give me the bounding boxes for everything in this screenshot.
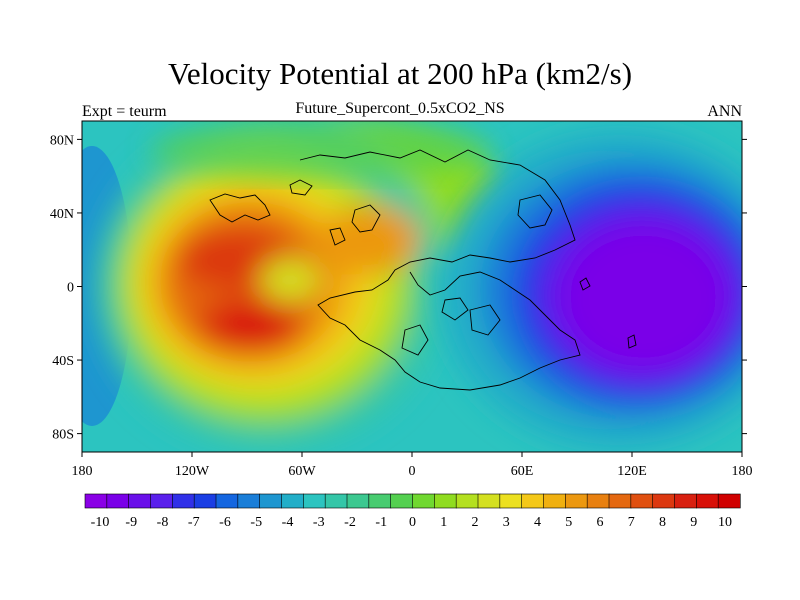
coastlines bbox=[209, 149, 637, 391]
colorbar-label: 7 bbox=[628, 515, 635, 530]
colorbar-swatch bbox=[608, 493, 632, 509]
colorbar-label: 4 bbox=[534, 515, 541, 530]
colorbar-label: 3 bbox=[503, 515, 510, 530]
lat-tick-label: 40N bbox=[50, 207, 74, 222]
colorbar-swatch bbox=[303, 493, 326, 509]
lon-tick-label: 120E bbox=[617, 464, 647, 479]
colorbar-swatch bbox=[434, 493, 457, 509]
colorbar-swatch bbox=[455, 493, 479, 509]
colorbar-label: -1 bbox=[375, 515, 387, 530]
colorbar-swatch bbox=[543, 493, 566, 509]
colorbar-swatch bbox=[412, 493, 435, 509]
colorbar-label: -3 bbox=[313, 515, 325, 530]
colorbar-label: 10 bbox=[718, 515, 732, 530]
lat-tick-label: 80S bbox=[52, 428, 74, 443]
lat-tick-label: 40S bbox=[52, 354, 74, 369]
colorbar-swatch bbox=[499, 493, 523, 509]
lon-tick-label: 60W bbox=[288, 464, 316, 479]
colorbar-swatch bbox=[477, 493, 501, 509]
colorbar-swatch bbox=[346, 493, 370, 509]
colorbar-swatch bbox=[128, 493, 152, 509]
colorbar-label: -8 bbox=[157, 515, 169, 530]
colorbar-swatch bbox=[193, 493, 217, 509]
colorbar-label: -7 bbox=[188, 515, 200, 530]
colorbar-swatch bbox=[696, 493, 719, 509]
colorbar-label: -9 bbox=[125, 515, 137, 530]
colorbar-label: 0 bbox=[409, 515, 416, 530]
colorbar-label: -10 bbox=[91, 515, 110, 530]
colorbar-label: 2 bbox=[472, 515, 479, 530]
lon-tick-label: 60E bbox=[511, 464, 534, 479]
colorbar-label: 6 bbox=[597, 515, 604, 530]
season-label: ANN bbox=[707, 103, 742, 120]
colorbar-label: 8 bbox=[659, 515, 666, 530]
colorbar-swatch bbox=[324, 493, 348, 509]
colorbar-label: 9 bbox=[690, 515, 697, 530]
lon-tick-label: 120W bbox=[175, 464, 210, 479]
colorbar-swatch bbox=[390, 493, 414, 509]
colorbar-swatch bbox=[84, 493, 108, 509]
lon-tick-label: 0 bbox=[409, 464, 416, 479]
negative-anomaly-region bbox=[440, 130, 742, 450]
lon-tick-label: 180 bbox=[72, 464, 93, 479]
colorbar-swatch bbox=[172, 493, 195, 509]
colorbar-swatch bbox=[215, 493, 239, 509]
colorbar-swatch bbox=[237, 493, 261, 509]
colorbar-swatch bbox=[150, 493, 173, 509]
colorbar-swatch bbox=[630, 493, 654, 509]
colorbar-swatch bbox=[281, 493, 304, 509]
colorbar-label: -4 bbox=[282, 515, 294, 530]
colorbar-swatch bbox=[259, 493, 283, 509]
colorbar-swatch bbox=[565, 493, 588, 509]
colorbar-swatch bbox=[106, 493, 130, 509]
colorbar-swatch bbox=[586, 493, 610, 509]
colorbar-swatch bbox=[717, 493, 741, 509]
lon-tick-label: 180 bbox=[732, 464, 753, 479]
map-title: Velocity Potential at 200 hPa (km2/s) bbox=[167, 56, 633, 91]
map-subtitle: Future_Supercont_0.5xCO2_NS bbox=[295, 100, 505, 117]
colorbar-label: -6 bbox=[219, 515, 231, 530]
colorbar-label: 1 bbox=[440, 515, 447, 530]
colorbar-swatch bbox=[368, 493, 392, 509]
lat-tick-label: 80N bbox=[50, 133, 74, 148]
experiment-label: Expt = teurm bbox=[82, 103, 167, 120]
colorbar-label: 5 bbox=[565, 515, 572, 530]
colorbar-swatch bbox=[521, 493, 545, 509]
lat-tick-label: 0 bbox=[67, 281, 74, 296]
colorbar-label: -5 bbox=[250, 515, 262, 530]
velocity-potential-field bbox=[82, 121, 742, 452]
colorbar-label: -2 bbox=[344, 515, 356, 530]
colorbar-swatch bbox=[652, 493, 676, 509]
colorbar: -10 -9 -8 -7 -6 -5 -4 -3 -2 -1 0 1 2 3 4 5 6 7 8 9 10 bbox=[84, 493, 741, 530]
longitude-axis: 180 120W 60W 0 60E 120E 180 bbox=[72, 452, 753, 479]
colorbar-swatch bbox=[674, 493, 697, 509]
latitude-axis: 80N 40N 0 40S 80S bbox=[50, 133, 747, 443]
